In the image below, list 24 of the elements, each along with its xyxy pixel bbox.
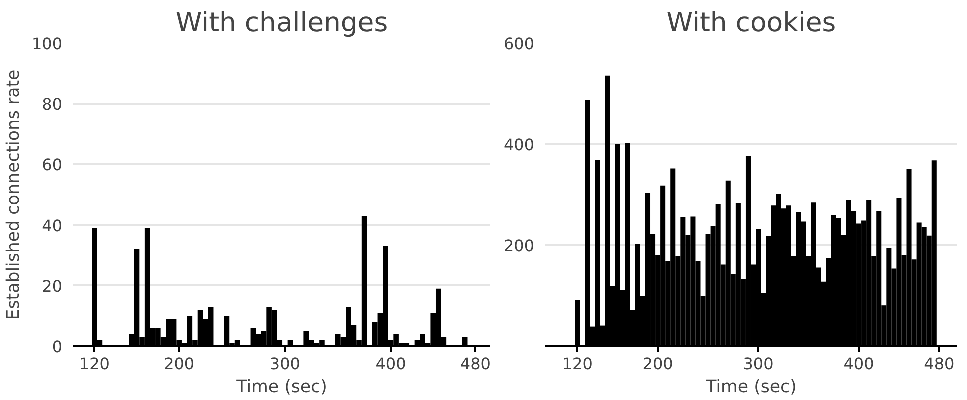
x-axis-title: Time (sec) [705,378,797,398]
y-tick-label: 80 [42,95,62,114]
y-axis-title: Established connections rate [4,70,24,320]
y-tick-label: 0 [52,338,63,356]
chart-title: With challenges [176,8,388,38]
x-tick-label: 200 [642,354,674,374]
x-tick-label: 480 [924,354,955,374]
y-tick-label: 100 [32,34,63,54]
y-tick-label: 400 [504,136,535,154]
x-tick-label: 120 [79,354,110,374]
y-tick-label: 60 [42,156,62,175]
y-tick-label: 20 [42,276,62,296]
x-tick-label: 480 [460,354,491,374]
x-tick-label: 400 [376,354,406,374]
y-tick-label: 40 [42,216,62,236]
chart-title: With cookies [666,8,836,38]
y-tick-label: 600 [504,34,535,54]
x-tick-label: 120 [562,354,593,374]
x-tick-label: 300 [270,354,300,374]
x-tick-label: 200 [164,354,195,374]
x-tick-label: 400 [844,354,874,374]
y-tick-label: 200 [504,236,535,256]
x-tick-label: 300 [743,354,774,374]
x-axis-title: Time (sec) [236,378,328,398]
